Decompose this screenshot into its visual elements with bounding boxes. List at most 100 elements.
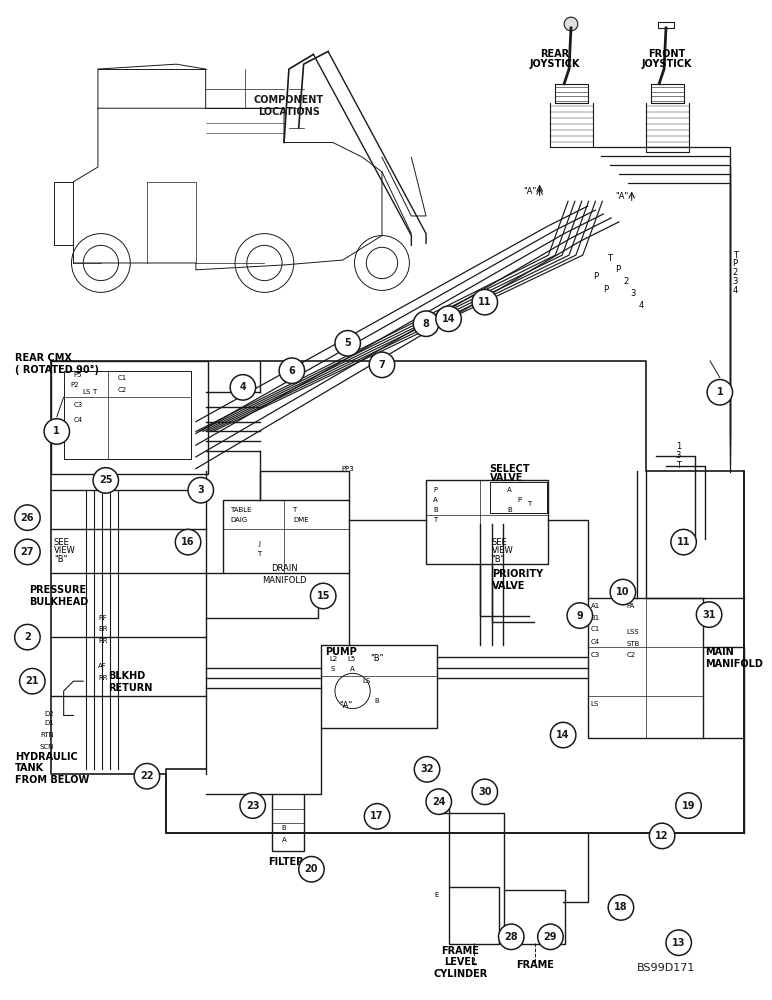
Bar bbox=[63, 371, 191, 459]
Circle shape bbox=[230, 375, 256, 400]
Text: P2: P2 bbox=[70, 382, 79, 388]
Bar bbox=[273, 794, 303, 851]
Text: IN: IN bbox=[256, 810, 262, 816]
Text: HYDRAULIC: HYDRAULIC bbox=[15, 752, 77, 762]
Text: PRIORITY: PRIORITY bbox=[492, 569, 543, 579]
Text: PP3: PP3 bbox=[341, 466, 354, 472]
Text: JOYSTICK: JOYSTICK bbox=[529, 59, 580, 69]
Text: TANK: TANK bbox=[15, 763, 44, 773]
Text: 4: 4 bbox=[638, 301, 644, 310]
Circle shape bbox=[472, 289, 497, 315]
Circle shape bbox=[610, 579, 635, 605]
Text: 14: 14 bbox=[557, 730, 570, 740]
Circle shape bbox=[175, 529, 201, 555]
Text: LS: LS bbox=[362, 678, 371, 684]
Text: CYLINDER: CYLINDER bbox=[433, 969, 487, 979]
Text: P: P bbox=[433, 487, 437, 493]
Text: B: B bbox=[282, 825, 286, 831]
Circle shape bbox=[335, 331, 361, 356]
Text: 1: 1 bbox=[676, 442, 681, 451]
Circle shape bbox=[608, 895, 634, 920]
Text: S: S bbox=[331, 666, 335, 672]
Text: L5: L5 bbox=[347, 656, 356, 662]
Text: TABLE: TABLE bbox=[230, 507, 252, 513]
Text: B: B bbox=[433, 507, 438, 513]
Circle shape bbox=[279, 358, 305, 383]
Text: D2: D2 bbox=[44, 711, 54, 717]
Text: 25: 25 bbox=[99, 475, 113, 485]
Text: SEE: SEE bbox=[54, 538, 69, 547]
Text: OUT: OUT bbox=[248, 799, 262, 805]
Text: T: T bbox=[733, 251, 737, 260]
Text: 13: 13 bbox=[672, 938, 686, 948]
Text: LS: LS bbox=[591, 701, 599, 707]
Circle shape bbox=[369, 352, 394, 378]
Text: 3: 3 bbox=[198, 485, 204, 495]
Text: 32: 32 bbox=[420, 764, 434, 774]
Circle shape bbox=[240, 793, 266, 818]
Text: 2: 2 bbox=[623, 277, 628, 286]
Circle shape bbox=[436, 306, 462, 332]
Text: REAR: REAR bbox=[540, 49, 569, 59]
Text: 12: 12 bbox=[655, 831, 669, 841]
Text: 10: 10 bbox=[616, 587, 630, 597]
Text: C2: C2 bbox=[627, 652, 636, 658]
Circle shape bbox=[707, 380, 733, 405]
Text: BULKHEAD: BULKHEAD bbox=[29, 597, 89, 607]
Text: MANIFOLD: MANIFOLD bbox=[705, 659, 763, 669]
Text: FROM BELOW: FROM BELOW bbox=[15, 775, 89, 785]
Text: ( ROTATED 90°): ( ROTATED 90°) bbox=[15, 365, 99, 375]
Text: STB: STB bbox=[627, 641, 640, 647]
Text: RTN: RTN bbox=[40, 732, 54, 738]
Bar bbox=[321, 645, 437, 728]
Text: 17: 17 bbox=[371, 811, 384, 821]
Circle shape bbox=[413, 311, 438, 336]
Text: B: B bbox=[374, 698, 380, 704]
Text: 3: 3 bbox=[676, 451, 681, 460]
Text: VIEW: VIEW bbox=[492, 546, 513, 555]
Text: A1: A1 bbox=[591, 603, 600, 609]
Circle shape bbox=[499, 924, 524, 950]
Circle shape bbox=[472, 779, 497, 805]
Text: A: A bbox=[282, 837, 286, 843]
Text: T: T bbox=[527, 501, 531, 507]
Text: BS99D171: BS99D171 bbox=[637, 963, 696, 973]
Text: 29: 29 bbox=[543, 932, 557, 942]
Text: 3: 3 bbox=[733, 277, 738, 286]
Text: LOCATIONS: LOCATIONS bbox=[258, 107, 320, 117]
Text: 31: 31 bbox=[703, 610, 716, 620]
Text: FRAME: FRAME bbox=[516, 960, 554, 970]
Text: "A": "A" bbox=[339, 701, 352, 710]
Circle shape bbox=[649, 823, 675, 849]
Circle shape bbox=[19, 668, 45, 694]
Circle shape bbox=[550, 722, 576, 748]
Circle shape bbox=[426, 789, 452, 814]
Text: P: P bbox=[615, 265, 620, 274]
Text: D1: D1 bbox=[44, 720, 54, 726]
Bar bbox=[449, 887, 499, 944]
Text: 9: 9 bbox=[577, 611, 583, 621]
Text: "B": "B" bbox=[492, 555, 505, 564]
Text: 7: 7 bbox=[378, 360, 385, 370]
Text: 1: 1 bbox=[716, 387, 723, 397]
Circle shape bbox=[299, 857, 324, 882]
Circle shape bbox=[671, 529, 696, 555]
Text: PUMP: PUMP bbox=[325, 647, 357, 657]
Bar bbox=[504, 890, 565, 944]
Text: "A": "A" bbox=[615, 192, 628, 201]
Text: "A": "A" bbox=[523, 187, 537, 196]
Circle shape bbox=[15, 539, 40, 565]
Text: T: T bbox=[433, 517, 437, 523]
Text: RF: RF bbox=[98, 615, 107, 621]
Circle shape bbox=[415, 757, 440, 782]
Text: 19: 19 bbox=[682, 801, 696, 811]
Text: T: T bbox=[92, 389, 96, 395]
Text: SCN: SCN bbox=[39, 744, 54, 750]
Bar bbox=[223, 500, 349, 573]
Text: 22: 22 bbox=[141, 771, 154, 781]
Text: C4: C4 bbox=[73, 417, 83, 423]
Text: 30: 30 bbox=[478, 787, 492, 797]
Circle shape bbox=[696, 602, 722, 627]
Text: T: T bbox=[257, 551, 262, 557]
Text: 14: 14 bbox=[442, 314, 455, 324]
